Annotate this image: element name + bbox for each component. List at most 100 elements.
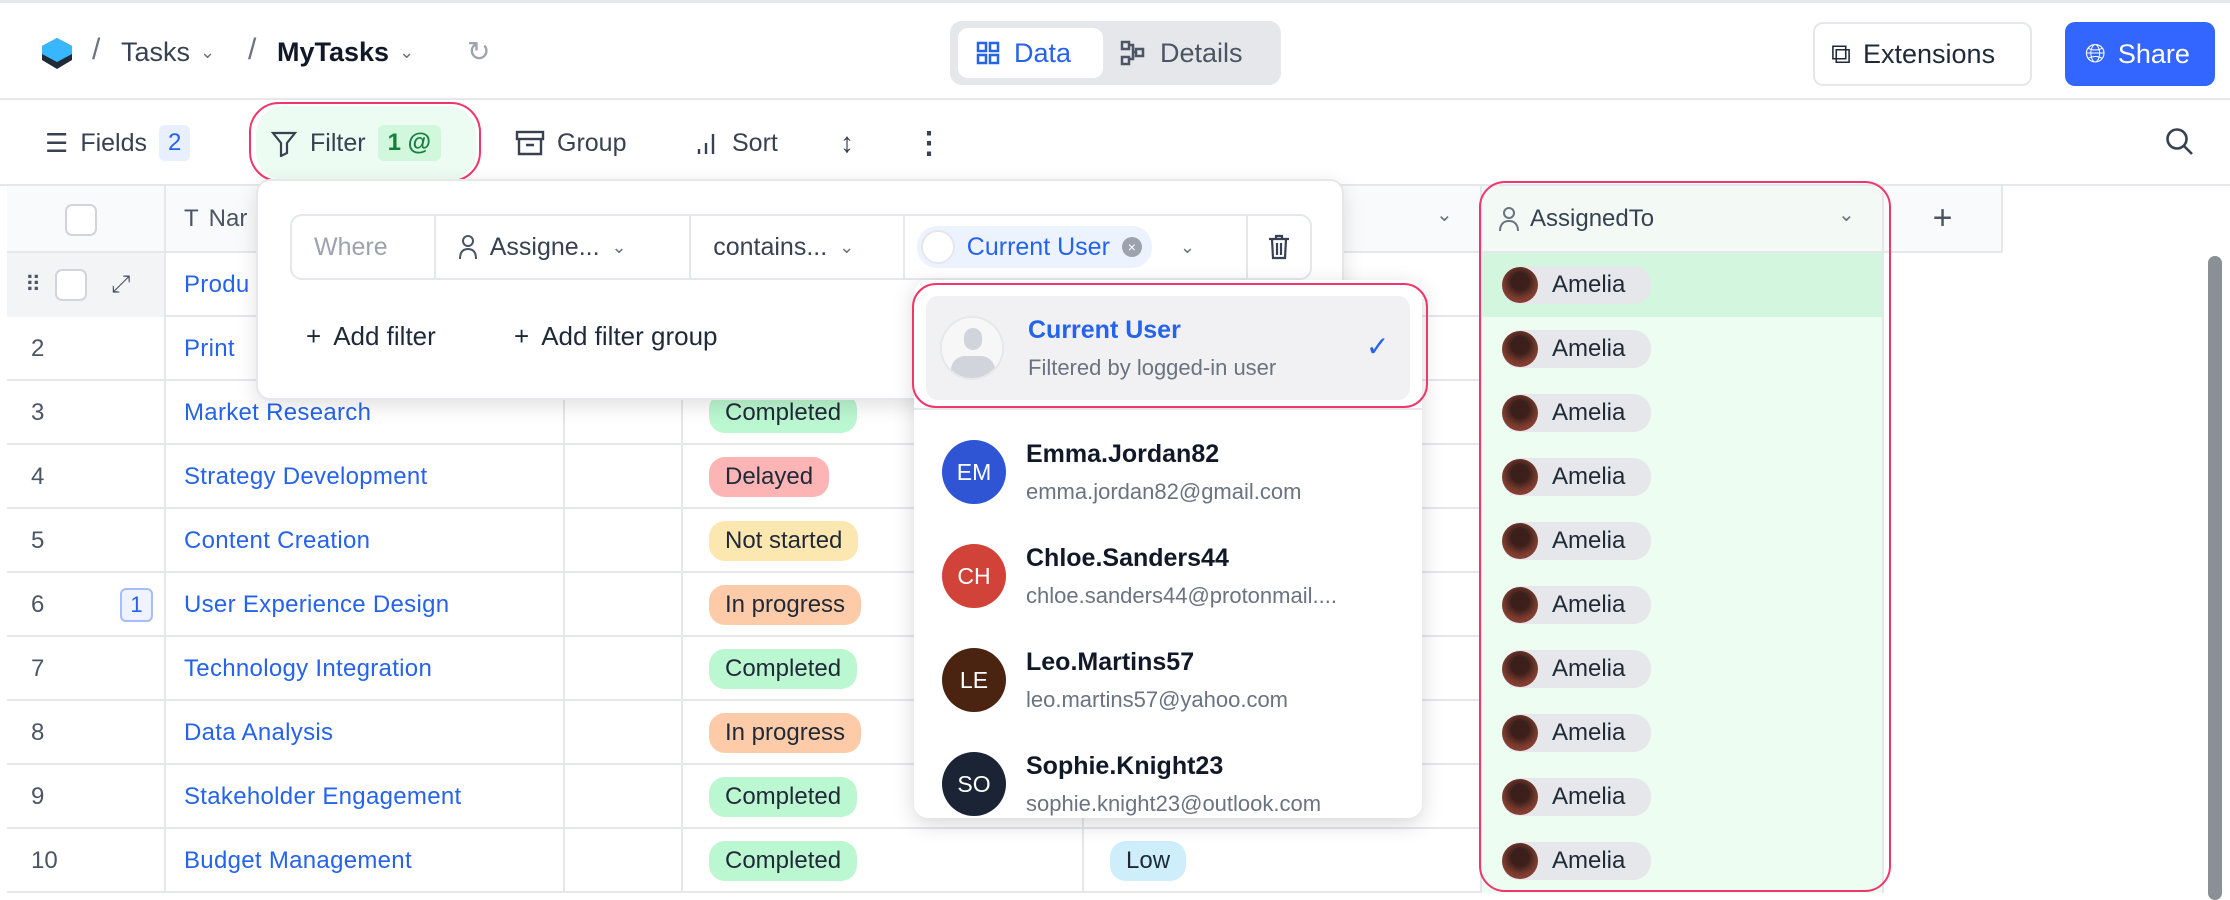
table-row[interactable]: 6 1 User Experience Design In progress Ameli… xyxy=(7,573,1884,637)
user-email: sophie.knight23@outlook.com xyxy=(1026,790,1322,816)
cell[interactable] xyxy=(565,765,683,829)
user-option[interactable]: EM Emma.Jordan82 emma.jordan82@gmail.com xyxy=(914,420,1422,524)
share-button[interactable]: 🌐︎ Share xyxy=(2065,22,2215,86)
assignedto-cell[interactable]: Amelia xyxy=(1482,573,1884,637)
priority-cell[interactable] xyxy=(1084,317,1482,381)
status-cell[interactable]: Completed xyxy=(683,637,1084,701)
name-cell[interactable]: Content Creation xyxy=(166,509,565,573)
value-label: Current User xyxy=(966,232,1110,261)
sort-button[interactable]: Sort xyxy=(694,120,778,166)
breadcrumb-tasks[interactable]: Tasks ⌄ xyxy=(121,37,215,68)
assignedto-cell[interactable]: Amelia xyxy=(1482,317,1884,381)
task-name[interactable]: Technology Integration xyxy=(184,655,433,682)
vertical-scrollbar[interactable] xyxy=(2208,256,2222,900)
priority-cell[interactable]: Low xyxy=(1084,829,1482,893)
user-name: Sophie.Knight23 xyxy=(1026,751,1224,780)
task-name[interactable]: Data Analysis xyxy=(184,719,334,746)
extensions-button[interactable]: ⧉ Extensions xyxy=(1813,22,2032,86)
table-row[interactable]: 9 Stakeholder Engagement Completed Amelia xyxy=(7,765,1884,829)
priority-cell[interactable] xyxy=(1084,445,1482,509)
option-current-user[interactable]: Current User Filtered by logged-in user ✓ xyxy=(926,296,1410,400)
expand-icon[interactable]: ⤢ xyxy=(111,271,131,298)
comment-count-badge[interactable]: 1 xyxy=(120,588,153,622)
tab-details[interactable]: Details xyxy=(1120,28,1243,78)
table-row[interactable]: 10 Budget Management Completed Low Amelia xyxy=(7,829,1884,893)
priority-cell[interactable] xyxy=(1084,637,1482,701)
priority-cell[interactable] xyxy=(1084,253,1482,317)
name-cell[interactable]: User Experience Design xyxy=(166,573,565,637)
drag-handle-icon[interactable]: ⠿ xyxy=(25,272,42,297)
assignedto-cell[interactable]: Amelia xyxy=(1482,253,1884,317)
table-row[interactable]: ⠿ ⤢ Produ Amelia xyxy=(7,253,1884,317)
status-cell[interactable]: Completed xyxy=(683,829,1084,893)
tab-data[interactable]: Data xyxy=(958,28,1103,78)
priority-cell[interactable] xyxy=(1084,765,1482,829)
task-name[interactable]: Market Research xyxy=(184,399,372,426)
assignedto-cell[interactable]: Amelia xyxy=(1482,509,1884,573)
priority-cell[interactable] xyxy=(1084,701,1482,765)
column-header-assignedto[interactable]: AssignedTo ⌄ xyxy=(1482,186,1884,253)
status-cell[interactable]: Completed xyxy=(683,765,1084,829)
status-cell[interactable]: In progress xyxy=(683,573,1084,637)
assignedto-cell[interactable]: Amelia xyxy=(1482,637,1884,701)
status-cell[interactable]: In progress xyxy=(683,701,1084,765)
group-button[interactable]: Group xyxy=(515,120,626,166)
add-filter-group-button[interactable]: + Add filter group xyxy=(514,321,718,352)
delete-filter-button[interactable] xyxy=(1248,216,1310,278)
status-cell[interactable]: Not started xyxy=(683,509,1084,573)
status-badge: Completed xyxy=(709,777,858,817)
field-select[interactable]: Assigne... ⌄ xyxy=(436,216,692,278)
cell[interactable] xyxy=(565,701,683,765)
app-logo-icon[interactable] xyxy=(40,36,74,72)
cell[interactable] xyxy=(565,829,683,893)
assignedto-cell[interactable]: Amelia xyxy=(1482,445,1884,509)
cell[interactable] xyxy=(565,637,683,701)
assignedto-cell[interactable]: Amelia xyxy=(1482,381,1884,445)
cell[interactable] xyxy=(565,381,683,445)
name-cell[interactable]: Budget Management xyxy=(166,829,565,893)
add-filter-button[interactable]: + Add filter xyxy=(306,321,436,352)
operator-select[interactable]: contains... ⌄ xyxy=(691,216,905,278)
filter-button[interactable]: Filter 1 @ xyxy=(256,106,476,180)
assignedto-cell[interactable]: Amelia xyxy=(1482,829,1884,893)
priority-cell[interactable] xyxy=(1084,573,1482,637)
row-number-label: 7 xyxy=(31,655,45,682)
more-options-button[interactable]: ⋮ xyxy=(914,120,944,166)
refresh-icon[interactable]: ↻ xyxy=(467,36,491,67)
value-select[interactable]: Current User × ⌄ xyxy=(905,216,1249,278)
user-option[interactable]: CH Chloe.Sanders44 chloe.sanders44@protonm… xyxy=(914,524,1422,628)
row-height-button[interactable]: ↕ xyxy=(840,120,854,166)
row-checkbox[interactable] xyxy=(55,269,88,301)
select-all-checkbox[interactable] xyxy=(65,204,97,236)
assignedto-cell[interactable]: Amelia xyxy=(1482,701,1884,765)
user-option[interactable]: SO Sophie.Knight23 sophie.knight23@outlook… xyxy=(914,732,1422,818)
task-name[interactable]: Stakeholder Engagement xyxy=(184,783,462,810)
task-name[interactable]: Budget Management xyxy=(184,847,412,874)
cell[interactable] xyxy=(565,573,683,637)
search-button[interactable] xyxy=(2164,126,2196,158)
name-cell[interactable]: Technology Integration xyxy=(166,637,565,701)
name-cell[interactable]: Strategy Development xyxy=(166,445,565,509)
task-name[interactable]: Produ xyxy=(184,271,250,298)
clear-value-icon[interactable]: × xyxy=(1121,237,1142,257)
cell[interactable] xyxy=(565,509,683,573)
sort-label: Sort xyxy=(732,128,778,157)
add-column-button[interactable]: + xyxy=(1884,186,2003,253)
task-name[interactable]: Strategy Development xyxy=(184,463,428,490)
assignedto-cell[interactable]: Amelia xyxy=(1482,765,1884,829)
fields-button[interactable]: ☰ Fields 2 xyxy=(45,120,191,166)
priority-cell[interactable] xyxy=(1084,509,1482,573)
table-row[interactable]: 8 Data Analysis In progress Amelia xyxy=(7,701,1884,765)
user-option[interactable]: LE Leo.Martins57 leo.martins57@yahoo.com xyxy=(914,628,1422,732)
where-label: Where xyxy=(292,216,436,278)
name-cell[interactable]: Data Analysis xyxy=(166,701,565,765)
task-name[interactable]: User Experience Design xyxy=(184,591,450,618)
priority-cell[interactable] xyxy=(1084,381,1482,445)
name-cell[interactable]: Stakeholder Engagement xyxy=(166,765,565,829)
breadcrumb-mytasks[interactable]: MyTasks ⌄ xyxy=(277,37,414,68)
name-cell[interactable]: Market Research xyxy=(166,381,565,445)
chevron-down-icon[interactable]: ⌄ xyxy=(1179,236,1195,257)
task-name[interactable]: Print xyxy=(184,335,235,362)
cell[interactable] xyxy=(565,445,683,509)
task-name[interactable]: Content Creation xyxy=(184,527,371,554)
